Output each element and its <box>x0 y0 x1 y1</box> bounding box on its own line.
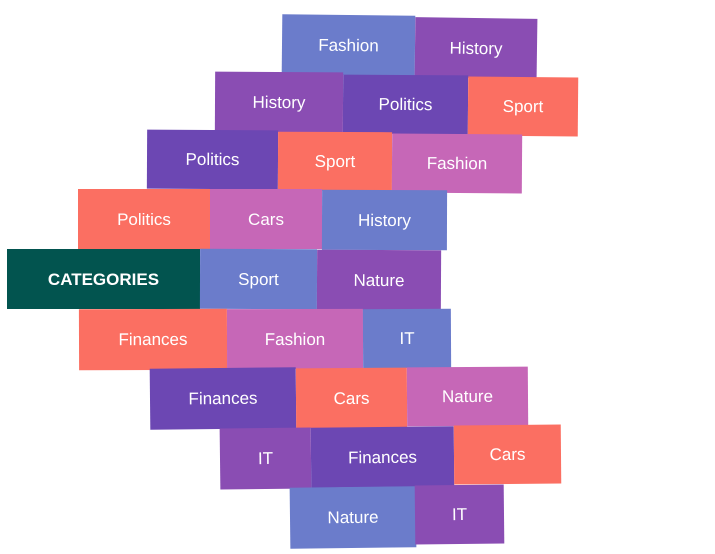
category-tile-finances[interactable]: Finances <box>149 367 297 430</box>
categories-header: CATEGORIES <box>7 249 200 309</box>
category-tile-sport[interactable]: Sport <box>199 248 318 310</box>
category-tile-politics[interactable]: Politics <box>146 129 279 190</box>
category-tile-sport[interactable]: Sport <box>277 131 393 192</box>
category-tile-history[interactable]: History <box>214 71 344 133</box>
category-tile-politics[interactable]: Politics <box>78 189 210 249</box>
category-tile-finances[interactable]: Finances <box>310 426 455 488</box>
category-tile-it[interactable]: IT <box>362 308 452 369</box>
category-tile-fashion[interactable]: Fashion <box>226 308 364 370</box>
category-tile-history[interactable]: History <box>414 17 538 79</box>
category-tile-it[interactable]: IT <box>219 427 312 490</box>
category-tile-fashion[interactable]: Fashion <box>391 133 523 194</box>
category-tile-nature[interactable]: Nature <box>406 366 529 427</box>
category-tile-fashion[interactable]: Fashion <box>281 14 416 76</box>
category-tile-cars[interactable]: Cars <box>210 189 322 249</box>
category-tile-politics[interactable]: Politics <box>342 74 469 135</box>
category-tile-history[interactable]: History <box>321 189 448 251</box>
category-tile-sport[interactable]: Sport <box>467 76 579 137</box>
category-tile-nature[interactable]: Nature <box>289 486 417 549</box>
category-tile-it[interactable]: IT <box>414 484 505 545</box>
category-tile-finances[interactable]: Finances <box>78 308 228 371</box>
category-tile-cars[interactable]: Cars <box>295 367 408 429</box>
category-tile-cars[interactable]: Cars <box>453 424 562 485</box>
category-tile-nature[interactable]: Nature <box>316 249 442 311</box>
